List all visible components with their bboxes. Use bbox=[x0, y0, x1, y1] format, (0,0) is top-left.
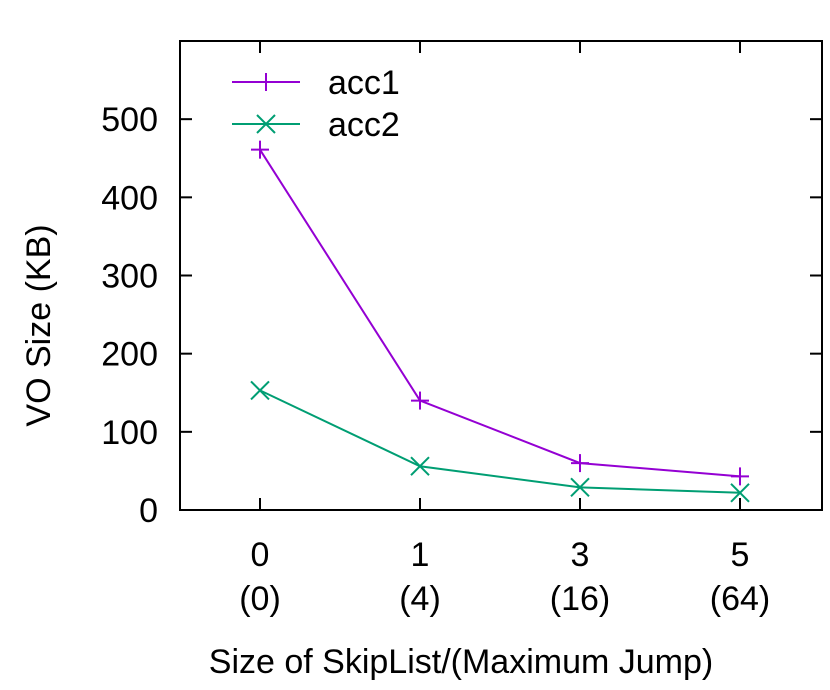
x-tick-label: 1 bbox=[411, 536, 430, 574]
y-tick-label: 400 bbox=[101, 179, 158, 217]
y-axis-label: VO Size (KB) bbox=[20, 224, 58, 426]
y-tick-label: 500 bbox=[101, 101, 158, 139]
legend-label: acc1 bbox=[328, 64, 400, 102]
legend-item-acc2: acc2 bbox=[232, 106, 400, 144]
data-point-acc2 bbox=[730, 483, 750, 503]
x-tick-label: 5 bbox=[731, 536, 750, 574]
y-tick-label: 100 bbox=[101, 414, 158, 452]
x-tick-sublabel: (0) bbox=[239, 580, 281, 618]
plot-frame bbox=[179, 40, 823, 511]
data-point-acc1 bbox=[571, 454, 589, 473]
legend: acc1 acc2 bbox=[232, 64, 400, 144]
series-layer bbox=[250, 140, 750, 503]
x-axis-label: Size of SkipList/(Maximum Jump) bbox=[209, 643, 713, 681]
legend-label: acc2 bbox=[328, 106, 400, 144]
x-tick-sublabel: (4) bbox=[399, 580, 441, 618]
y-tick-label: 0 bbox=[139, 492, 158, 530]
y-tick-label: 300 bbox=[101, 258, 158, 296]
x-tick-label: 3 bbox=[571, 536, 590, 574]
series-line-acc2 bbox=[259, 389, 741, 494]
series-line-acc1 bbox=[259, 149, 741, 478]
data-point-acc1 bbox=[731, 467, 749, 486]
ticks-layer: 0 100 200 300 400 500 0 (0) 1 (4) 3 (16) 5 (64) bbox=[101, 41, 822, 618]
y-tick-label: 200 bbox=[101, 336, 158, 374]
legend-marker bbox=[257, 73, 275, 91]
x-tick-sublabel: (64) bbox=[710, 580, 770, 618]
x-tick-label: 0 bbox=[251, 536, 270, 574]
data-point-acc2 bbox=[250, 380, 270, 401]
data-point-acc2 bbox=[410, 456, 430, 476]
data-point-acc2 bbox=[570, 477, 590, 498]
data-point-acc1 bbox=[251, 140, 269, 159]
x-tick-sublabel: (16) bbox=[550, 580, 610, 618]
legend-item-acc1: acc1 bbox=[232, 64, 400, 102]
data-point-acc1 bbox=[411, 391, 429, 410]
legend-marker bbox=[256, 114, 276, 134]
